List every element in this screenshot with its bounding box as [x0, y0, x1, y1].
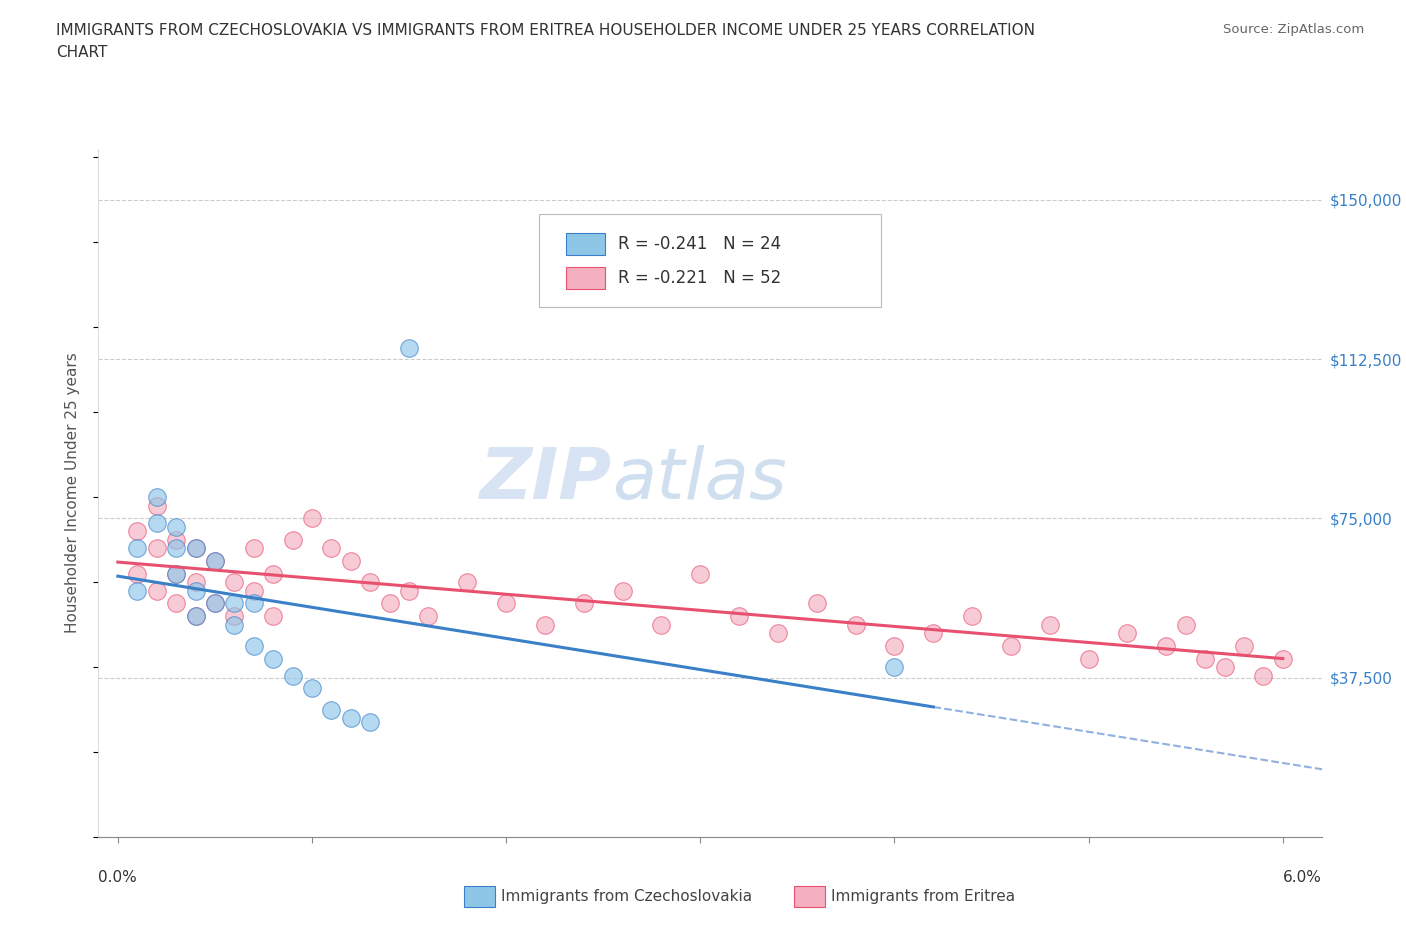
Point [728, 608, 751, 623]
Point [1039, 618, 1062, 632]
Point [127, 540, 149, 555]
Point [145, 540, 167, 555]
Point [242, 596, 264, 611]
Point [612, 583, 634, 598]
Point [806, 596, 828, 611]
Point [165, 566, 187, 581]
Point [184, 608, 207, 623]
Point [165, 596, 187, 611]
Point [145, 498, 167, 513]
Point [359, 715, 381, 730]
Point [165, 520, 187, 535]
Point [184, 575, 207, 590]
Point [1156, 638, 1178, 653]
Point [145, 490, 167, 505]
Point [960, 608, 983, 623]
Point [184, 608, 207, 623]
Point [165, 566, 187, 581]
Text: 0.0%: 0.0% [98, 870, 138, 884]
Point [204, 596, 226, 611]
Point [127, 524, 149, 538]
Text: Immigrants from Czechoslovakia: Immigrants from Czechoslovakia [501, 889, 752, 904]
Point [1233, 638, 1256, 653]
Point [224, 608, 246, 623]
Point [340, 711, 363, 725]
Text: CHART: CHART [56, 45, 108, 60]
Text: atlas: atlas [612, 445, 787, 513]
Point [398, 341, 420, 356]
Text: IMMIGRANTS FROM CZECHOSLOVAKIA VS IMMIGRANTS FROM ERITREA HOUSEHOLDER INCOME UND: IMMIGRANTS FROM CZECHOSLOVAKIA VS IMMIGR… [56, 23, 1035, 38]
Point [1271, 651, 1294, 666]
Point [145, 583, 167, 598]
Point [242, 638, 264, 653]
Point [184, 540, 207, 555]
Point [242, 583, 264, 598]
Point [242, 540, 264, 555]
Point [281, 532, 304, 547]
Text: ZIP: ZIP [479, 445, 612, 513]
Point [883, 659, 905, 674]
Point [281, 668, 304, 683]
Text: R = -0.241   N = 24: R = -0.241 N = 24 [619, 235, 782, 254]
Point [321, 540, 343, 555]
Point [165, 532, 187, 547]
Text: Source: ZipAtlas.com: Source: ZipAtlas.com [1223, 23, 1364, 36]
Point [224, 618, 246, 632]
Point [262, 608, 284, 623]
Point [204, 596, 226, 611]
Point [650, 618, 672, 632]
Point [165, 540, 187, 555]
Point [456, 575, 478, 590]
Point [127, 583, 149, 598]
Point [534, 618, 557, 632]
Y-axis label: Householder Income Under 25 years: Householder Income Under 25 years [65, 352, 80, 633]
Point [572, 596, 595, 611]
Text: R = -0.221   N = 52: R = -0.221 N = 52 [619, 269, 782, 287]
Point [418, 608, 440, 623]
Point [184, 583, 207, 598]
Bar [565, 267, 605, 289]
Point [301, 511, 323, 525]
Point [1077, 651, 1099, 666]
FancyBboxPatch shape [538, 214, 882, 307]
Point [340, 553, 363, 568]
Point [1000, 638, 1022, 653]
Point [184, 540, 207, 555]
Point [321, 702, 343, 717]
Point [766, 626, 789, 641]
Point [883, 638, 905, 653]
Point [262, 651, 284, 666]
Point [1194, 651, 1216, 666]
Point [127, 566, 149, 581]
Point [1116, 626, 1139, 641]
Point [689, 566, 711, 581]
Point [359, 575, 381, 590]
Text: 6.0%: 6.0% [1282, 870, 1322, 884]
Point [495, 596, 517, 611]
Point [204, 553, 226, 568]
Point [922, 626, 945, 641]
Point [262, 566, 284, 581]
Point [398, 583, 420, 598]
Point [1253, 668, 1275, 683]
Text: Immigrants from Eritrea: Immigrants from Eritrea [831, 889, 1015, 904]
Point [224, 596, 246, 611]
Point [204, 553, 226, 568]
Bar [565, 233, 605, 256]
Point [224, 575, 246, 590]
Point [1174, 618, 1197, 632]
Point [301, 681, 323, 696]
Point [845, 618, 868, 632]
Point [145, 515, 167, 530]
Point [1213, 659, 1236, 674]
Point [378, 596, 401, 611]
